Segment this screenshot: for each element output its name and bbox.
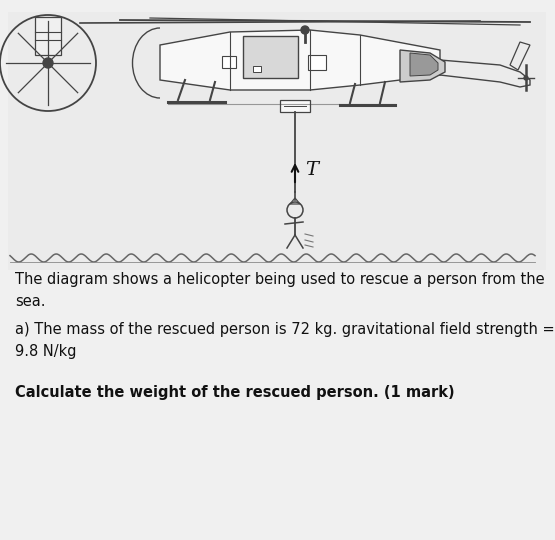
Text: T: T [305,161,318,179]
FancyBboxPatch shape [253,66,261,72]
FancyBboxPatch shape [308,55,326,70]
FancyBboxPatch shape [222,56,236,68]
Text: a) The mass of the rescued person is 72 kg. gravitational field strength =
9.8 N: a) The mass of the rescued person is 72 … [15,322,554,359]
Text: The diagram shows a helicopter being used to rescue a person from the
sea.: The diagram shows a helicopter being use… [15,272,544,308]
FancyBboxPatch shape [8,12,546,270]
Circle shape [524,76,528,80]
Polygon shape [410,53,438,76]
Circle shape [43,58,53,68]
FancyBboxPatch shape [35,17,61,55]
Polygon shape [160,30,440,90]
Circle shape [301,26,309,34]
FancyBboxPatch shape [280,100,310,112]
Text: Calculate the weight of the rescued person. (1 mark): Calculate the weight of the rescued pers… [15,385,455,400]
Polygon shape [400,50,445,82]
FancyBboxPatch shape [243,36,298,78]
